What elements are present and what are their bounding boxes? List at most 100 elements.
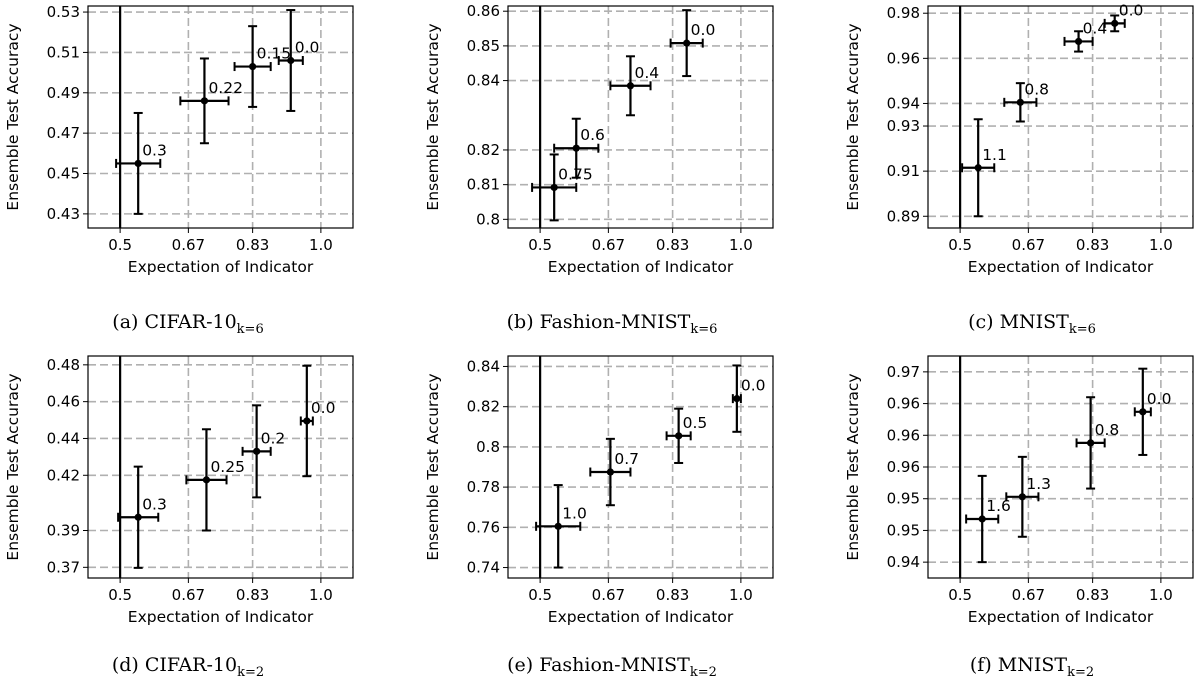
- point-annotation: 0.15: [257, 45, 292, 63]
- point-marker: [1087, 439, 1095, 447]
- caption-subscript: k=2: [1067, 665, 1094, 680]
- y-tick-label-5: 0.98: [887, 4, 920, 22]
- point-marker: [134, 159, 142, 168]
- point-marker: [550, 183, 558, 192]
- axes-frame: [87, 5, 354, 229]
- point-annotation: 0.3: [142, 141, 167, 159]
- x-tick-label-0: 0.5: [528, 586, 552, 604]
- data-point-0: 1.0: [535, 484, 587, 569]
- axes-frame: [507, 355, 774, 579]
- y-tick-label-3: 0.96: [887, 458, 920, 476]
- x-tick-label-0: 0.5: [108, 236, 132, 254]
- data-point-3: 0.0: [299, 364, 336, 478]
- x-tick-label-3: 1.0: [1149, 236, 1173, 254]
- x-tick-label-2: 0.83: [656, 236, 689, 254]
- data-point-2: 0.15: [233, 25, 292, 108]
- point-marker: [733, 395, 741, 403]
- x-tick-label-2: 0.83: [656, 586, 689, 604]
- y-tick-label-3: 0.44: [47, 429, 80, 447]
- y-tick-label-2: 0.95: [887, 490, 920, 508]
- x-axis-title: Expectation of Indicator: [128, 608, 314, 626]
- y-tick-label-1: 0.81: [467, 176, 500, 194]
- x-tick-label-3: 1.0: [309, 586, 333, 604]
- y-tick-label-3: 0.84: [467, 72, 500, 90]
- point-marker: [134, 513, 142, 521]
- y-tick-label-1: 0.45: [47, 165, 80, 183]
- point-marker: [554, 522, 562, 530]
- point-marker: [572, 144, 580, 152]
- y-tick-label-4: 0.82: [467, 398, 500, 416]
- data-point-2: 0.4: [609, 55, 659, 117]
- y-axis-title: Ensemble Test Accuracy: [4, 23, 22, 210]
- chart-panel-5: 0.5 0.67 0.83 1.0 0.94 0.95 0.95 0.96 0.96 0.96 0.…: [844, 355, 1194, 680]
- x-tick-label-0: 0.5: [108, 586, 132, 604]
- x-tick-label-0: 0.5: [948, 586, 972, 604]
- y-tick-label-3: 0.8: [476, 438, 500, 456]
- point-marker: [200, 97, 209, 105]
- data-point-3: 0.0: [669, 9, 716, 78]
- point-annotation: 0.25: [210, 458, 245, 476]
- point-marker: [202, 476, 211, 484]
- caption-prefix: (e) Fashion-MNIST: [507, 654, 690, 676]
- data-point-0: 0.3: [115, 111, 167, 215]
- data-point-1: 0.6: [553, 117, 605, 179]
- caption-subscript: k=6: [690, 322, 717, 337]
- y-tick-label-1: 0.39: [47, 522, 80, 540]
- caption-subscript: k=6: [237, 322, 264, 337]
- y-axis-title: Ensemble Test Accuracy: [424, 23, 442, 210]
- x-axis-title: Expectation of Indicator: [968, 608, 1154, 626]
- point-annotation: 0.0: [1119, 1, 1144, 19]
- point-annotation: 1.3: [1026, 475, 1051, 493]
- y-tick-label-1: 0.95: [887, 521, 920, 539]
- data-point-2: 0.5: [665, 407, 707, 464]
- chart-panel-2: 0.5 0.67 0.83 1.0 0.89 0.91 0.93 0.94 0.96 0.98 Ex…: [844, 1, 1194, 337]
- point-annotation: 0.4: [1083, 19, 1108, 37]
- point-marker: [1111, 19, 1119, 27]
- y-tick-label-4: 0.96: [887, 426, 920, 444]
- point-annotation: 0.6: [580, 126, 605, 144]
- point-annotation: 0.0: [691, 21, 716, 39]
- panel-caption: (b) Fashion-MNISTk=6: [507, 311, 718, 337]
- panel-caption: (c) MNISTk=6: [968, 311, 1096, 337]
- data-point-0: 1.6: [965, 474, 1011, 564]
- chart-panel-3: 0.5 0.67 0.83 1.0 0.37 0.39 0.42 0.44 0.46 0.48 Ex…: [4, 355, 354, 680]
- point-marker: [1139, 408, 1147, 416]
- x-tick-label-2: 0.83: [1076, 236, 1109, 254]
- chart-panel-4: 0.5 0.67 0.83 1.0 0.74 0.76 0.78 0.8 0.82 0.84 Exp…: [424, 355, 774, 680]
- y-tick-label-0: 0.94: [887, 553, 920, 571]
- panel-caption: (e) Fashion-MNISTk=2: [507, 654, 717, 680]
- point-annotation: 0.0: [741, 377, 766, 395]
- chart-panel-0: 0.5 0.67 0.83 1.0 0.43 0.45 0.47 0.49 0.51 0.53 Ex…: [4, 3, 354, 337]
- data-point-2: 0.2: [241, 404, 285, 499]
- point-annotation: 0.0: [311, 399, 336, 417]
- point-annotation: 1.6: [986, 497, 1011, 515]
- y-tick-label-2: 0.78: [467, 478, 500, 496]
- axes-frame: [927, 5, 1194, 229]
- y-tick-label-5: 0.86: [467, 2, 500, 20]
- x-tick-label-0: 0.5: [948, 236, 972, 254]
- x-tick-label-3: 1.0: [1149, 586, 1173, 604]
- data-point-3: 0.0: [1103, 1, 1144, 33]
- y-axis-title: Ensemble Test Accuracy: [424, 373, 442, 560]
- point-annotation: 1.1: [982, 146, 1007, 164]
- caption-subscript: k=6: [1069, 322, 1096, 337]
- y-tick-label-4: 0.96: [887, 49, 920, 67]
- x-tick-label-1: 0.67: [1012, 236, 1045, 254]
- y-tick-label-0: 0.89: [887, 207, 920, 225]
- panel-caption: (f) MNISTk=2: [970, 654, 1094, 680]
- y-axis-title: Ensemble Test Accuracy: [844, 23, 862, 210]
- x-tick-label-2: 0.83: [236, 236, 269, 254]
- data-point-1: 1.3: [1005, 455, 1051, 538]
- caption-prefix: (d) CIFAR-10: [112, 654, 237, 676]
- y-tick-label-0: 0.37: [47, 558, 80, 576]
- point-annotation: 0.0: [295, 38, 320, 56]
- y-tick-label-6: 0.97: [887, 363, 920, 381]
- data-point-0: 1.1: [961, 118, 1007, 218]
- y-tick-label-0: 0.74: [467, 559, 500, 577]
- data-point-1: 0.22: [179, 57, 243, 145]
- point-annotation: 0.7: [614, 450, 639, 468]
- chart-panel-1: 0.5 0.67 0.83 1.0 0.8 0.81 0.82 0.84 0.85 0.86 Exp…: [424, 2, 774, 337]
- data-point-3: 0.0: [277, 9, 320, 112]
- x-tick-label-3: 1.0: [729, 236, 753, 254]
- x-tick-label-1: 0.67: [1012, 586, 1045, 604]
